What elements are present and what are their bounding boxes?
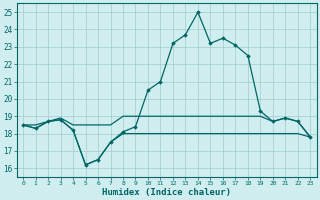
- X-axis label: Humidex (Indice chaleur): Humidex (Indice chaleur): [102, 188, 231, 197]
